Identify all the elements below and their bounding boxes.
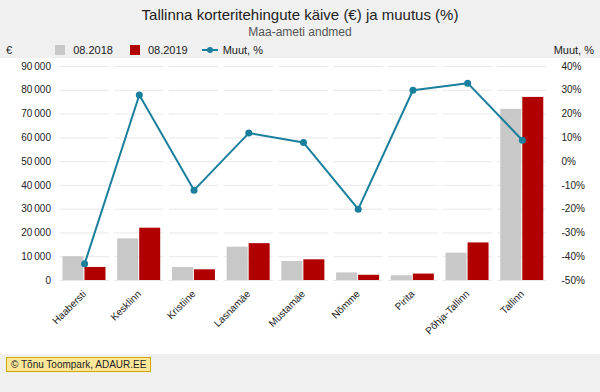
- html-text:Maa-ameti andmed: Maa-ameti andmed: [248, 25, 352, 39]
- svg-text:-40%: -40%: [562, 251, 585, 262]
- svg-text:Tallinn: Tallinn: [498, 288, 526, 316]
- svg-text:Pirita: Pirita: [393, 288, 417, 312]
- svg-text:-20%: -20%: [562, 203, 585, 214]
- svg-text:80 000: 80 000: [21, 84, 51, 95]
- svg-text:Haabersti: Haabersti: [50, 288, 88, 326]
- svg-text:Mustamäe: Mustamäe: [266, 288, 307, 329]
- html-text:© Tõnu Toompark, ADAUR.EE: © Tõnu Toompark, ADAUR.EE: [11, 359, 147, 370]
- svg-text:0: 0: [45, 275, 51, 286]
- svg-text:60 000: 60 000: [21, 132, 51, 143]
- svg-text:40%: 40%: [562, 61, 582, 72]
- svg-text:10%: 10%: [562, 132, 582, 143]
- svg-text:Põhja-Tallinn: Põhja-Tallinn: [423, 288, 471, 336]
- svg-text:70 000: 70 000: [21, 108, 51, 119]
- svg-text:Nõmme: Nõmme: [329, 288, 362, 321]
- svg-text:30%: 30%: [562, 84, 582, 95]
- svg-text:Kesklinn: Kesklinn: [108, 288, 143, 323]
- html-text:Muut, %: Muut, %: [222, 44, 263, 56]
- svg-text:10 000: 10 000: [21, 251, 51, 262]
- svg-text:0%: 0%: [562, 156, 577, 167]
- html-text:Muut, %: Muut, %: [553, 44, 594, 56]
- svg-text:-10%: -10%: [562, 180, 585, 191]
- svg-text:20%: 20%: [562, 108, 582, 119]
- svg-text:20 000: 20 000: [21, 227, 51, 238]
- html-text:Tallinna korteritehingute käiv: Tallinna korteritehingute käive (€) ja m…: [141, 6, 459, 23]
- html-text:08.2019: 08.2019: [147, 44, 188, 56]
- svg-text:Lasnamäe: Lasnamäe: [212, 288, 253, 329]
- svg-text:-50%: -50%: [562, 275, 585, 286]
- svg-text:-30%: -30%: [562, 227, 585, 238]
- svg-text:40 000: 40 000: [21, 180, 51, 191]
- html-text:08.2018: 08.2018: [73, 44, 113, 56]
- svg-text:30 000: 30 000: [21, 203, 51, 214]
- svg-text:Kristiine: Kristiine: [165, 288, 198, 321]
- svg-text:90 000: 90 000: [21, 61, 51, 72]
- svg-text:50 000: 50 000: [21, 156, 51, 167]
